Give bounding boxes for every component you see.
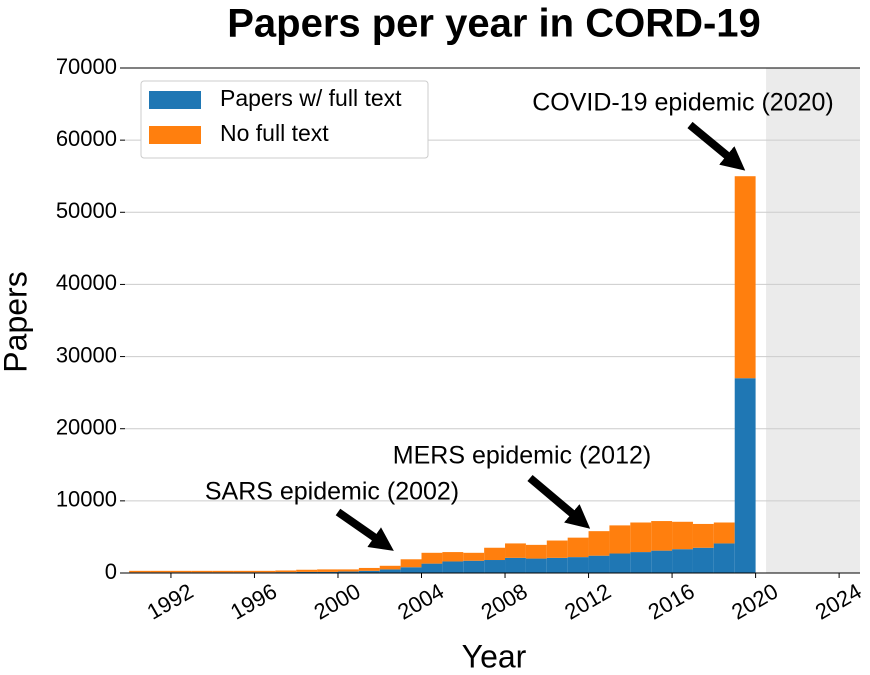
bar	[651, 521, 673, 551]
chart-title: Papers per year in CORD-19	[227, 2, 761, 46]
bar	[713, 543, 735, 573]
x-tick-label: 2008	[477, 578, 532, 624]
bar	[296, 571, 318, 573]
bar	[567, 537, 589, 558]
y-tick-label: 60000	[56, 126, 117, 151]
bar	[525, 558, 547, 573]
bar	[317, 571, 338, 573]
bar	[421, 552, 443, 564]
y-axis-label: Papers	[0, 271, 33, 372]
bar	[379, 569, 401, 573]
bar	[546, 540, 568, 558]
bar	[630, 522, 652, 553]
bar	[651, 550, 673, 573]
bar	[129, 570, 151, 573]
legend: Papers w/ full text No full text	[140, 80, 429, 159]
bar	[337, 569, 359, 572]
bar	[317, 569, 338, 572]
x-tick-label: 2016	[644, 578, 699, 624]
arrow	[687, 121, 746, 171]
y-tick-label: 30000	[56, 342, 117, 367]
bar	[734, 378, 756, 573]
bar	[713, 522, 735, 544]
annotation: SARS epidemic (2002)	[205, 478, 459, 506]
bar	[463, 560, 485, 573]
legend-swatch	[149, 91, 201, 109]
bar	[672, 521, 693, 550]
x-tick-label: 2020	[727, 578, 782, 624]
bar	[609, 525, 631, 554]
legend-box	[140, 80, 429, 159]
bar	[546, 557, 568, 573]
x-tick-label: 1996	[226, 578, 281, 624]
bar	[421, 563, 443, 573]
bar	[692, 523, 714, 548]
x-tick-label: 2000	[310, 578, 365, 624]
arrow	[527, 474, 591, 529]
annotation: COVID-19 epidemic (2020)	[532, 89, 834, 117]
x-tick-label: 2024	[811, 578, 866, 624]
bar	[275, 570, 297, 573]
bar	[254, 570, 276, 573]
bar	[191, 570, 213, 573]
bar	[567, 557, 589, 573]
bar	[505, 543, 526, 558]
x-tick-label: 1992	[143, 578, 198, 624]
y-tick-label: 70000	[56, 54, 117, 79]
bar	[588, 531, 610, 556]
bar	[358, 570, 380, 573]
annotation: MERS epidemic (2012)	[393, 442, 651, 470]
x-tick-label: 2012	[560, 578, 615, 624]
y-tick-label: 0	[105, 559, 117, 584]
bar	[442, 552, 464, 562]
legend-swatch	[149, 126, 201, 144]
arrow	[335, 508, 394, 551]
legend-label: Papers w/ full text	[220, 85, 402, 111]
bar	[296, 569, 318, 572]
bar	[484, 560, 506, 573]
legend-label: No full text	[220, 120, 329, 146]
bar	[484, 547, 506, 561]
bar	[337, 571, 359, 573]
y-tick-label: 10000	[56, 487, 117, 512]
bar	[150, 570, 171, 573]
bar	[400, 559, 422, 568]
bar	[692, 547, 714, 573]
bar	[400, 567, 422, 573]
bar	[609, 553, 631, 573]
y-tick-label: 50000	[56, 198, 117, 223]
bar	[630, 552, 652, 573]
bar	[588, 555, 610, 573]
shaded-region	[766, 68, 860, 573]
annotations: SARS epidemic (2002) MERS epidemic (2012…	[205, 89, 834, 551]
bar	[734, 176, 756, 379]
x-axis-label: Year	[462, 638, 527, 674]
bar	[442, 561, 464, 573]
x-tick-label: 2004	[393, 578, 448, 624]
bar	[505, 557, 526, 573]
bar	[212, 570, 234, 573]
bar	[358, 567, 380, 571]
bar	[170, 570, 192, 573]
bar	[525, 544, 547, 559]
y-tick-label: 20000	[56, 415, 117, 440]
bar	[233, 570, 255, 573]
bar	[379, 565, 401, 570]
bar	[672, 549, 693, 573]
bar	[463, 552, 485, 561]
y-tick-label: 40000	[56, 270, 117, 295]
